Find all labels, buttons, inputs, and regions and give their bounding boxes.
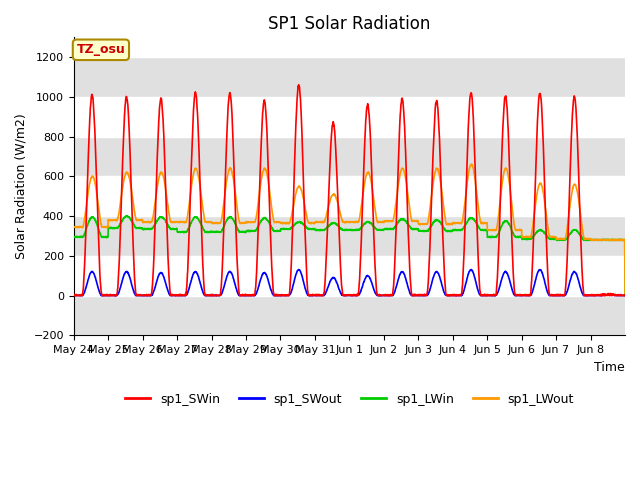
sp1_LWout [383,218,390,224]
sp1_SWin [294,82,302,88]
sp1_SWin [621,293,629,299]
Text: TZ_osu: TZ_osu [77,43,125,56]
Bar [74,137,625,176]
Bar [74,216,625,256]
sp1_SWout [516,293,524,299]
sp1_LWin [547,236,554,242]
Y-axis label: Solar Radiation (W/m2): Solar Radiation (W/m2) [15,113,28,259]
Line: sp1_LWin: sp1_LWin [74,216,625,295]
sp1_SWout [70,292,77,298]
sp1_SWout [70,293,78,299]
sp1_SWin [547,292,554,298]
Line: sp1_LWout: sp1_LWout [74,164,625,296]
Bar [74,57,625,97]
sp1_SWin [244,292,252,298]
sp1_LWout [547,234,554,240]
sp1_SWout [244,292,252,298]
sp1_SWin [70,293,77,299]
sp1_LWout [614,237,621,242]
sp1_LWout [70,225,77,230]
Title: SP1 Solar Radiation: SP1 Solar Radiation [268,15,431,33]
sp1_LWout [621,293,629,299]
sp1_LWin [383,227,390,232]
sp1_LWin [244,228,252,234]
sp1_LWout [244,220,252,226]
sp1_LWout [516,227,524,232]
sp1_SWout [295,267,303,273]
Line: sp1_SWout: sp1_SWout [74,270,625,296]
sp1_SWin [125,119,132,125]
sp1_LWout [125,173,132,179]
Legend: sp1_SWin, sp1_SWout, sp1_LWin, sp1_LWout: sp1_SWin, sp1_SWout, sp1_LWin, sp1_LWout [120,388,579,411]
sp1_SWout [383,293,390,299]
sp1_SWout [547,293,555,299]
sp1_SWout [621,293,629,299]
sp1_SWout [614,293,621,299]
X-axis label: Time: Time [595,360,625,373]
sp1_LWout [468,161,476,167]
sp1_SWin [383,292,390,298]
sp1_LWin [614,237,621,243]
sp1_LWin [125,215,133,220]
sp1_LWin [516,234,524,240]
sp1_LWin [621,292,629,298]
sp1_SWin [614,293,621,299]
Line: sp1_SWin: sp1_SWin [74,85,625,296]
sp1_SWin [516,293,524,299]
sp1_SWout [125,272,133,278]
sp1_LWin [123,213,131,218]
sp1_LWin [70,234,77,240]
Bar [74,296,625,335]
